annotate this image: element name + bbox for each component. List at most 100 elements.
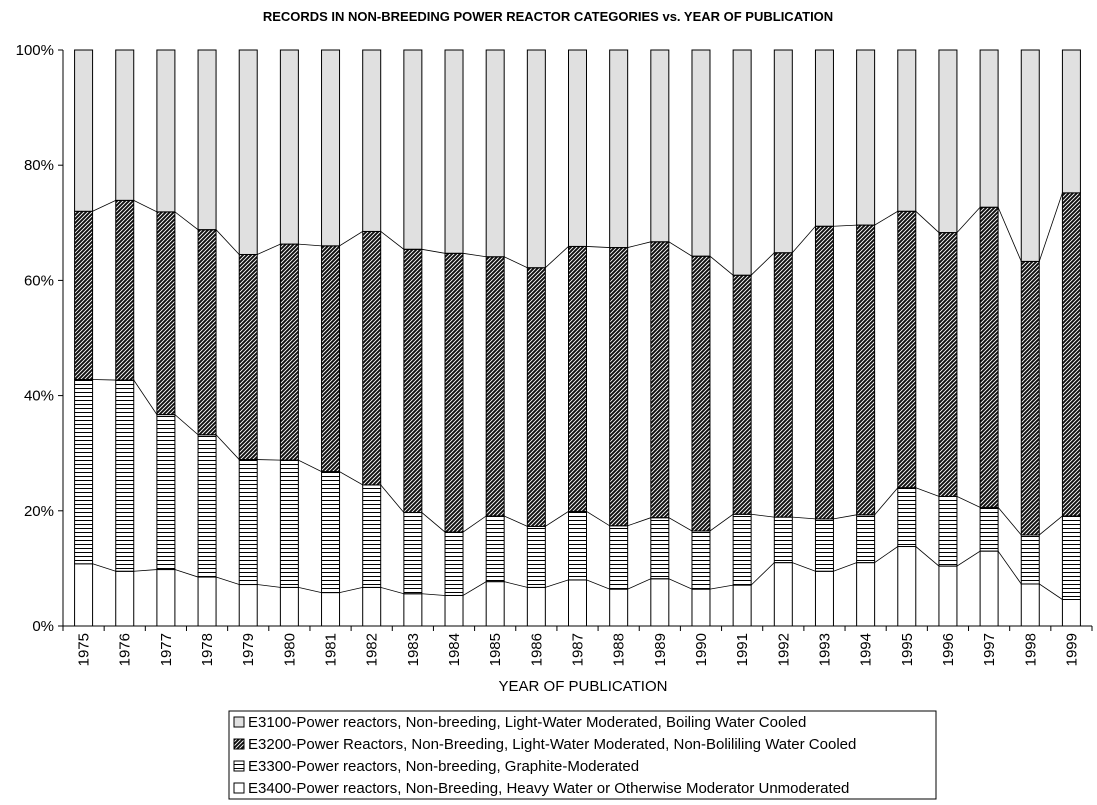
bar-segment	[897, 546, 917, 627]
bar-segment	[197, 576, 217, 627]
y-tick-label: 40%	[24, 388, 54, 405]
x-tick-label: 1996	[940, 633, 957, 666]
bar-segment	[814, 49, 834, 227]
bar-segment	[403, 248, 423, 514]
bar-segment	[1020, 583, 1040, 627]
bar-segment	[979, 49, 999, 208]
bar-segment	[732, 49, 752, 276]
x-tick-label: 1993	[816, 633, 833, 666]
bar-segment	[650, 517, 670, 580]
bar-segment	[403, 593, 423, 627]
series-3	[74, 192, 1081, 536]
bar-segment	[362, 586, 382, 627]
bar-segment	[1020, 260, 1040, 536]
x-tick-label: 1977	[158, 633, 175, 666]
x-tick-label: 1982	[364, 633, 381, 666]
bar-segment	[115, 379, 135, 572]
legend-label: E3400-Power reactors, Non-Breeding, Heav…	[248, 780, 849, 797]
series-4	[74, 49, 1081, 276]
legend-entry: E3300-Power reactors, Non-breeding, Grap…	[233, 758, 639, 775]
legend-entry: E3100-Power reactors, Non-breeding, Ligh…	[233, 714, 806, 731]
bar-segment	[650, 49, 670, 243]
bar-segment	[279, 586, 299, 627]
bar-segment	[1061, 515, 1081, 600]
y-tick-label: 100%	[16, 42, 54, 59]
x-tick-label: 1979	[240, 633, 257, 666]
bar-segment	[279, 459, 299, 588]
bar-segment	[897, 49, 917, 212]
x-tick-label: 1998	[1022, 633, 1039, 666]
bar-segment	[1061, 599, 1081, 627]
x-tick-label: 1997	[981, 633, 998, 666]
bar-segment	[115, 49, 135, 201]
legend-label: E3300-Power reactors, Non-breeding, Grap…	[248, 758, 639, 775]
bar-segment	[897, 210, 917, 489]
bar-segment	[609, 525, 629, 590]
x-tick-label: 1986	[528, 633, 545, 666]
bar-segment	[1020, 534, 1040, 585]
bar-segment	[691, 588, 711, 627]
bar-segment	[732, 584, 752, 627]
bar-segment	[74, 563, 94, 627]
bar-segment	[568, 245, 587, 512]
bar-segment	[279, 243, 299, 461]
bar-segment	[773, 516, 793, 564]
bar-segment	[526, 586, 546, 627]
series-1	[74, 546, 1081, 627]
legend-entry: E3200-Power Reactors, Non-Breeding, Ligh…	[233, 736, 856, 753]
bar-segment	[856, 49, 876, 226]
bar-segment	[485, 581, 505, 627]
bar-segment	[1061, 192, 1081, 517]
x-axis-label: YEAR OF PUBLICATION	[499, 678, 668, 695]
bar-segment	[403, 512, 423, 595]
bar-segment	[938, 232, 958, 497]
bar-segment	[568, 510, 587, 581]
bar-segment	[979, 206, 999, 508]
bar-segment	[773, 49, 793, 254]
bar-segment	[609, 49, 629, 249]
bar-segment	[238, 459, 258, 586]
x-tick-label: 1985	[487, 633, 504, 666]
bar-segment	[403, 49, 423, 250]
bar-segment	[362, 230, 382, 486]
bar-segment	[444, 594, 464, 627]
bar-segment	[321, 592, 341, 627]
y-axis-tick-labels: 0% 20% 40% 60% 80% 100%	[16, 42, 63, 635]
bar-segment	[485, 515, 505, 583]
x-tick-label: 1987	[570, 633, 587, 666]
bar-segment	[526, 49, 546, 269]
series-line	[92, 192, 1063, 276]
bar-segment	[238, 253, 258, 461]
bar-segment	[526, 267, 546, 527]
legend-swatch	[233, 738, 245, 750]
bar-segment	[609, 588, 629, 627]
bar-segment	[321, 245, 341, 473]
bar-segment	[732, 513, 752, 586]
bar-segment	[979, 550, 999, 627]
x-tick-label: 1990	[693, 633, 710, 666]
series-line	[92, 379, 1063, 536]
y-tick-label: 20%	[24, 503, 54, 520]
bar-segment	[485, 49, 505, 258]
legend-swatch	[233, 782, 245, 794]
bar-segment	[856, 562, 876, 627]
legend-label: E3100-Power reactors, Non-breeding, Ligh…	[248, 714, 806, 731]
bar-segment	[444, 49, 464, 254]
bar-segment	[938, 565, 958, 627]
x-tick-label: 1995	[899, 633, 916, 666]
bar-segment	[321, 49, 341, 247]
bar-segment	[1061, 49, 1081, 194]
y-tick-label: 80%	[24, 157, 54, 174]
y-tick-label: 60%	[24, 272, 54, 289]
bar-segment	[979, 506, 999, 552]
bar-segment	[156, 49, 176, 213]
bar-segment	[938, 49, 958, 234]
bar-segment	[856, 514, 876, 564]
bar-segment	[650, 241, 670, 519]
bar-segment	[115, 570, 135, 627]
legend-entry: E3400-Power reactors, Non-Breeding, Heav…	[233, 780, 849, 797]
bar-segment	[444, 531, 464, 596]
x-axis-tick-labels: 1975 1976 1977 1978 1979 1980 1981 1982 1983 1984…	[62, 626, 1093, 666]
legend-label: E3200-Power Reactors, Non-Breeding, Ligh…	[248, 736, 856, 753]
